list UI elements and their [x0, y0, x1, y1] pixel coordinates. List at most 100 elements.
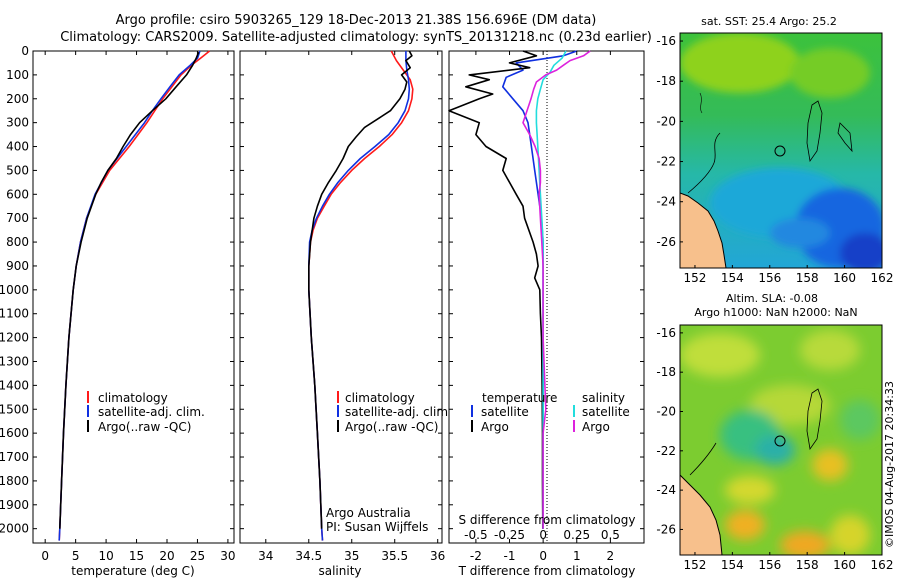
map-lat-tick-label: -20 [656, 114, 676, 128]
s-tick-label: -0.25 [494, 528, 525, 542]
sla-high-patch [812, 449, 848, 481]
reef-contour [687, 132, 721, 194]
temperature-axis-label: temperature (deg C) [71, 564, 194, 578]
sst-cool-patch [770, 218, 830, 248]
difference-lines [448, 50, 591, 529]
salinity-legend-argo: Argo(..raw -QC) [345, 420, 438, 434]
diff-legend-t-satellite: satellite [481, 405, 529, 419]
sla-field-patches [680, 330, 880, 555]
map-lat-tick-label: -18 [656, 74, 676, 88]
depth-tick-label: 1000 [0, 283, 29, 297]
x-tick-label: 15 [129, 549, 144, 563]
depth-tick-label: 900 [6, 259, 29, 273]
x-tick-label: 36 [430, 549, 445, 563]
salinity-panel: salinity climatology satellite-adj. clim… [239, 50, 452, 578]
map-lat-tick-label: -20 [656, 404, 676, 418]
credit-timestamp: ©IMOS 04-Aug-2017 20:34:33 [883, 381, 896, 548]
map-lon-tick-label: 160 [833, 558, 856, 572]
depth-tick-label: 200 [6, 92, 29, 106]
depth-tick-label: 800 [6, 235, 29, 249]
x-tick-label: 30 [220, 549, 235, 563]
difference-legend: temperature satellite Argo salinity sate… [471, 391, 630, 434]
diff-legend-salinity-title: salinity [582, 391, 625, 405]
sst-argo-position-marker [774, 145, 786, 157]
map-lon-tick-label: 152 [684, 558, 707, 572]
depth-tick-label: 700 [6, 211, 29, 225]
depth-tick-label: 500 [6, 163, 29, 177]
australia-land [680, 474, 723, 555]
series-line-argo-raw-qc- [307, 50, 413, 529]
x-tick-label: 10 [98, 549, 113, 563]
sst-warm-patch [790, 48, 870, 98]
x-tick-label: 0 [41, 549, 49, 563]
bathymetry-contour [837, 122, 853, 153]
sla-high-patch [750, 385, 830, 425]
x-tick-label: 35.5 [381, 549, 408, 563]
diff-legend-s-argo: Argo [582, 420, 610, 434]
sla-map-title-line1: Altim. SLA: -0.08 [726, 292, 818, 305]
map-lon-tick-label: 162 [871, 558, 894, 572]
sla-high-patch [830, 515, 870, 555]
depth-tick-label: 1600 [0, 426, 29, 440]
sla-argo-position-marker [774, 435, 786, 447]
map-lat-tick-label: -24 [656, 195, 676, 209]
diff-legend-temperature-title: temperature [482, 391, 557, 405]
s-tick-label: -0.5 [464, 528, 487, 542]
figure-title-line1: Argo profile: csiro 5903265_129 18-Dec-2… [116, 13, 597, 28]
series-line-argo-raw-qc- [59, 51, 200, 529]
x-tick-label: 0 [539, 549, 547, 563]
depth-tick-label: 600 [6, 187, 29, 201]
salinity-lines [307, 50, 414, 541]
x-tick-label: -1 [504, 549, 516, 563]
sla-high-patch [725, 476, 775, 504]
depth-tick-label: 1200 [0, 331, 29, 345]
sst-map-image [680, 33, 882, 268]
sla-high-patch [800, 330, 860, 370]
temperature-lines [58, 50, 211, 541]
s-tick-label: 0 [539, 528, 547, 542]
depth-tick-label: 1400 [0, 378, 29, 392]
map-lat-tick-label: -24 [656, 483, 676, 497]
depth-tick-label: 1100 [0, 307, 29, 321]
sst-map-frame [679, 32, 883, 269]
s-tick-label: 0.5 [601, 528, 620, 542]
map-lon-tick-label: 158 [796, 558, 819, 572]
sla-map-frame [679, 324, 883, 556]
map-lon-tick-label: 154 [721, 271, 744, 285]
map-lat-tick-label: -26 [656, 522, 676, 536]
pi-name-label: PI: Susan Wijffels [326, 520, 428, 534]
salinity-legend-climatology: climatology [345, 391, 415, 405]
x-tick-label: 1 [573, 549, 581, 563]
depth-tick-label: 100 [6, 68, 29, 82]
diff-legend-s-satellite: satellite [582, 405, 630, 419]
x-tick-label: 35 [344, 549, 359, 563]
argo-australia-label: Argo Australia [326, 506, 411, 520]
diff-legend-t-argo: Argo [481, 420, 509, 434]
x-tick-label: 2 [607, 549, 615, 563]
map-lat-tick-label: -16 [656, 34, 676, 48]
new-caledonia-outline [806, 100, 823, 163]
x-tick-label: 34.5 [295, 549, 322, 563]
depth-tick-label: 1900 [0, 498, 29, 512]
sst-map: sat. SST: 25.4 Argo: 25.2 [656, 15, 893, 285]
map-lon-tick-label: 160 [833, 271, 856, 285]
temperature-legend-argo: Argo(..raw -QC) [98, 420, 191, 434]
sla-high-patch [780, 531, 830, 555]
map-lat-tick-label: -18 [656, 365, 676, 379]
sla-map-image [680, 325, 882, 555]
sst-map-title: sat. SST: 25.4 Argo: 25.2 [701, 15, 837, 28]
sst-cold-patch [840, 233, 882, 268]
map-lat-tick-label: -22 [656, 155, 676, 169]
x-tick-label: 34 [258, 549, 273, 563]
sla-low-patch [840, 400, 880, 440]
map-lon-tick-label: 154 [721, 558, 744, 572]
temperature-legend-climatology: climatology [98, 391, 168, 405]
t-difference-axis-label: T difference from climatology [458, 564, 636, 578]
salinity-legend: climatology satellite-adj. clim. Argo(..… [337, 391, 452, 434]
depth-tick-label: 300 [6, 116, 29, 130]
reef-contour [689, 442, 717, 476]
sla-high-patch [680, 333, 760, 377]
x-tick-label: 5 [72, 549, 80, 563]
salinity-axis-label: salinity [318, 564, 361, 578]
